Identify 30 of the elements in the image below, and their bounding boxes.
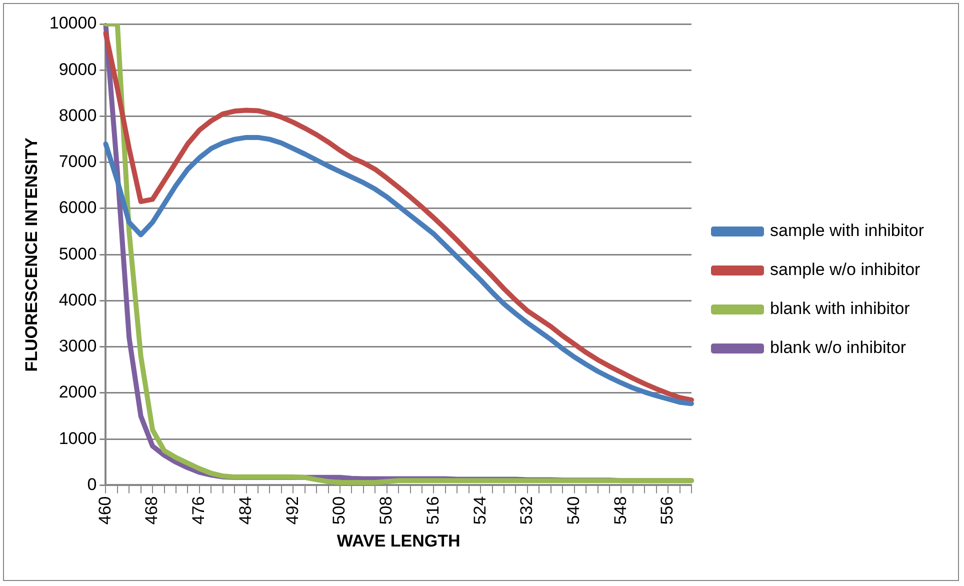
y-tick-label: 2000 [58,382,97,402]
legend-label: blank w/o inhibitor [770,338,906,358]
x-tick-label: 484 [236,496,255,525]
y-tick-label: 9000 [58,60,97,79]
y-tick-label: 6000 [58,198,97,218]
y-tick-label: 3000 [58,336,97,356]
y-tick-label: 0 [87,474,97,494]
x-tick-label: 524 [470,496,490,525]
x-tick-label: 468 [142,496,162,525]
y-tick-label: 8000 [58,106,97,125]
legend-label: blank with inhibitor [770,299,910,318]
legend-label: sample w/o inhibitor [770,260,921,280]
x-tick-label: 516 [423,496,442,525]
x-tick-label: 500 [330,496,349,525]
y-tick-label: 7000 [58,152,97,172]
y-tick-label: 10000 [49,14,97,33]
y-axis-title: FLUORESCENCE INTENSITY [22,136,41,372]
x-tick-label: 532 [517,496,536,525]
x-tick-label: 548 [610,496,630,525]
x-tick-label: 460 [95,496,114,525]
x-axis-title: WAVE LENGTH [336,531,460,550]
x-tick-label: 540 [564,496,584,525]
x-tick-label: 492 [282,496,302,525]
x-tick-label: 508 [376,496,396,525]
y-tick-label: 1000 [58,428,97,448]
y-tick-label: 4000 [58,290,97,310]
x-tick-label: 556 [658,496,677,525]
y-tick-label: 5000 [58,244,97,264]
legend-label: sample with inhibitor [770,221,924,240]
x-tick-label: 476 [189,496,208,525]
